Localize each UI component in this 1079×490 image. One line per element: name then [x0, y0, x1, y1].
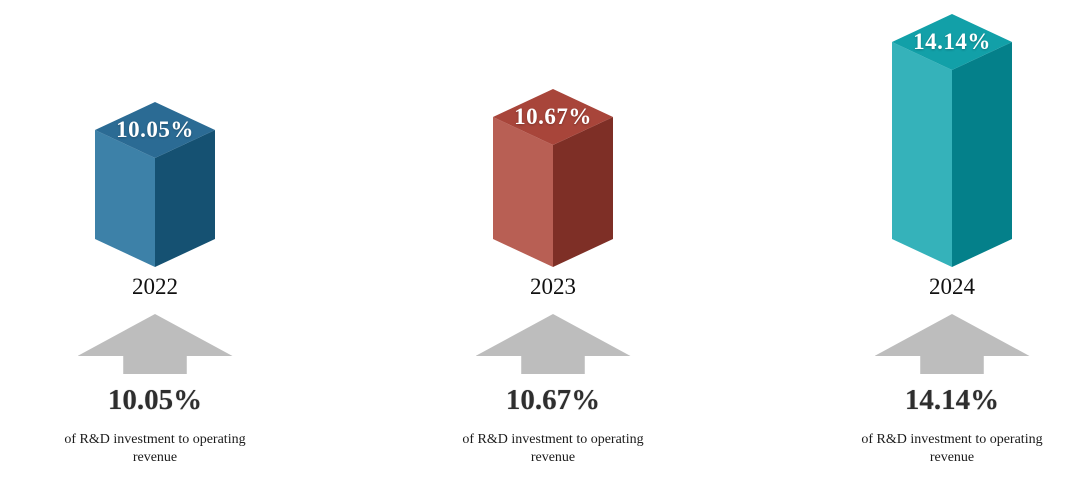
chart-zone: 14.14%: [802, 0, 1079, 267]
column-2024: 14.14% 2024 14.14% of R&D investment to …: [802, 0, 1079, 467]
chart-zone: 10.05%: [5, 0, 305, 267]
column-2022: 10.05% 2022 10.05% of R&D investment to …: [5, 0, 305, 467]
bar-value-label: 10.67%: [514, 104, 592, 129]
bar-3d: 10.05%: [95, 102, 215, 267]
column-2023: 10.67% 2023 10.67% of R&D investment to …: [403, 0, 703, 467]
bar-value-label: 14.14%: [913, 29, 991, 54]
bar-left-face: [892, 42, 952, 267]
year-label: 2024: [929, 274, 975, 299]
chart-zone: 10.67%: [403, 0, 703, 267]
bar-3d: 14.14%: [892, 14, 1012, 267]
bar-left-face: [493, 117, 553, 267]
growth-arrow-icon: [874, 314, 1030, 374]
percentage-label: 10.05%: [107, 384, 203, 416]
caption-text: of R&D investment to operating revenue: [462, 432, 644, 465]
growth-arrow-icon: [77, 314, 233, 374]
bar-value-label: 10.05%: [116, 117, 194, 142]
caption-text: of R&D investment to operating revenue: [64, 432, 246, 465]
percentage-label: 14.14%: [904, 384, 1000, 416]
caption-text: of R&D investment to operating revenue: [861, 432, 1043, 465]
growth-arrow-icon: [475, 314, 631, 374]
year-label: 2022: [132, 274, 178, 299]
bar-3d: 10.67%: [493, 89, 613, 267]
percentage-label: 10.67%: [505, 384, 601, 416]
bar-right-face: [553, 117, 613, 267]
year-label: 2023: [530, 274, 576, 299]
bar-right-face: [952, 42, 1012, 267]
